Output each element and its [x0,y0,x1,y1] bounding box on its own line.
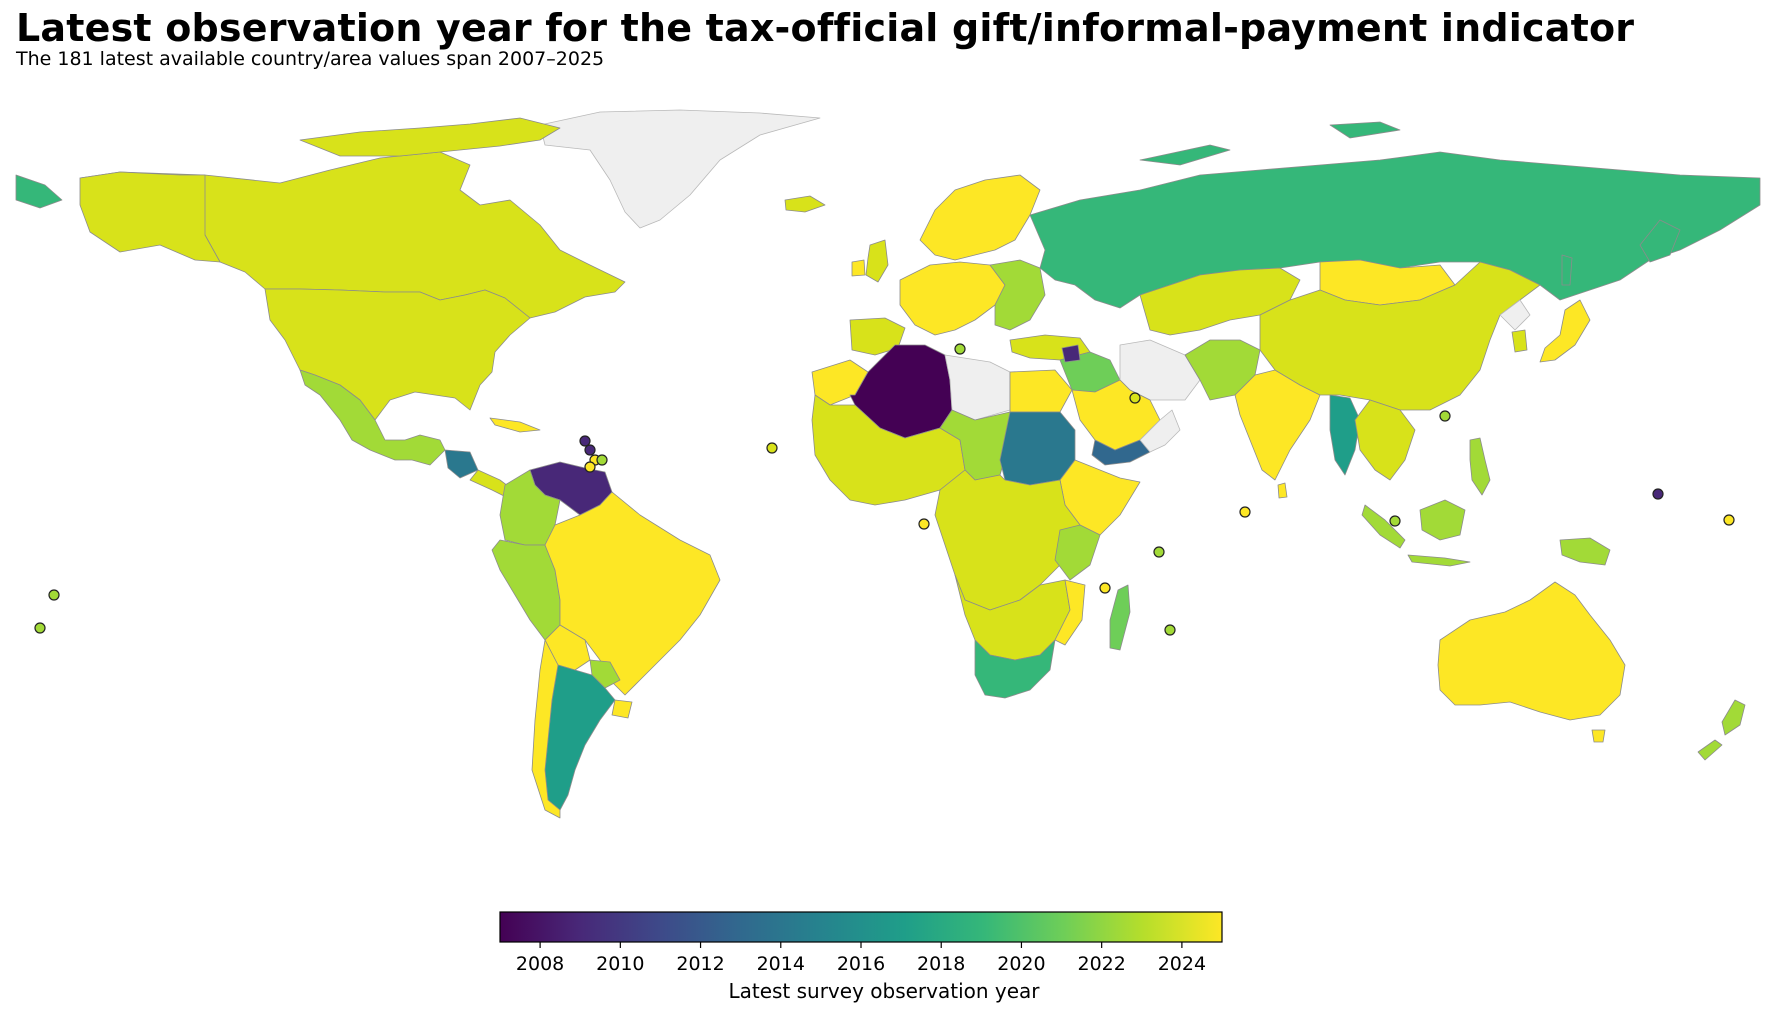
country-paraguay [589,659,621,689]
colorbar-tick-label: 2022 [1077,953,1125,975]
map-subtitle: The 181 latest available country/area va… [16,48,605,70]
small-state-marker [34,622,46,634]
country-brazil [544,491,721,696]
country-korea-south [1511,329,1528,353]
small-state-marker [918,518,930,530]
country-canada-islands [299,117,561,157]
country-madagascar [1109,584,1131,651]
country-jordan [1061,344,1081,363]
country-western-europe [899,261,1006,336]
small-state-marker [1099,582,1111,594]
small-state-marker [954,343,966,355]
country-iceland [784,195,826,213]
country-oman-uae [1139,409,1181,453]
colorbar-ticks: 2008 2010 2012 2014 2016 2018 2020 2022 2024 [516,942,1206,975]
colorbar-tick-label: 2008 [516,953,564,975]
country-myanmar [1329,394,1361,476]
colorbar: 2008 2010 2012 2014 2016 2018 2020 2022 2024 [499,911,1223,975]
country-russia-sakhalin [1561,254,1573,286]
small-state-marker [1389,515,1401,527]
country-borneo [1419,499,1466,541]
country-australia [1437,581,1626,721]
country-java [1407,554,1471,567]
colorbar-gradient [499,911,1223,943]
small-state-marker [1652,488,1664,500]
country-korea-north [1499,299,1531,331]
country-scandinavia [919,174,1041,261]
country-russia-arctic-islands [1139,121,1401,166]
small-state-marker [1723,514,1735,526]
country-cuba [489,417,541,433]
small-state-marker [766,442,778,454]
colorbar-tick-label: 2018 [917,953,965,975]
country-ireland [851,259,866,277]
country-yemen [1091,439,1151,466]
country-se-asia-mainland [1354,399,1416,481]
country-kenya-tanzania [1054,524,1101,581]
small-state-marker [596,454,608,466]
colorbar-label: Latest survey observation year [728,979,1040,1003]
small-state-marker [1164,624,1176,636]
country-sri-lanka [1277,482,1288,499]
country-mozambique [1054,579,1086,646]
country-chile [531,639,561,819]
country-alaska-west-tip [15,174,63,209]
small-state-marker [584,444,596,456]
country-alaska-usa [79,171,221,263]
country-greenland [539,109,821,229]
country-usa [264,288,531,421]
country-china [1259,261,1541,411]
country-libya [944,354,1011,421]
country-uruguay [611,699,633,719]
country-south-africa [974,639,1056,699]
small-state-marker [1129,392,1141,404]
small-state-marker [579,435,591,447]
small-state-marker [1239,506,1251,518]
small-state-marker [48,589,60,601]
colorbar-tick-label: 2010 [596,953,644,975]
colorbar-tick-label: 2014 [757,953,805,975]
small-state-marker [1153,546,1165,558]
colorbar-tick-label: 2012 [676,953,724,975]
country-sumatra [1361,504,1406,549]
small-state-marker [584,461,596,473]
small-state-marker [1439,410,1451,422]
country-philippines [1469,437,1491,496]
country-png [1559,537,1611,566]
country-eastern-europe [989,259,1046,331]
country-russia [1029,151,1761,309]
colorbar-tick-label: 2016 [837,953,885,975]
country-tasmania [1591,729,1606,743]
country-russia-east-coast [1639,219,1681,263]
map-title: Latest observation year for the tax-offi… [16,6,1635,50]
colorbar-tick-label: 2024 [1158,953,1206,975]
country-uk [865,239,889,283]
country-new-zealand [1697,699,1746,761]
country-sudan [999,411,1076,486]
country-india [1234,369,1321,481]
country-guatemala [444,449,479,479]
colorbar-tick-label: 2020 [997,953,1045,975]
country-egypt [1009,369,1073,413]
country-japan [1539,299,1591,363]
